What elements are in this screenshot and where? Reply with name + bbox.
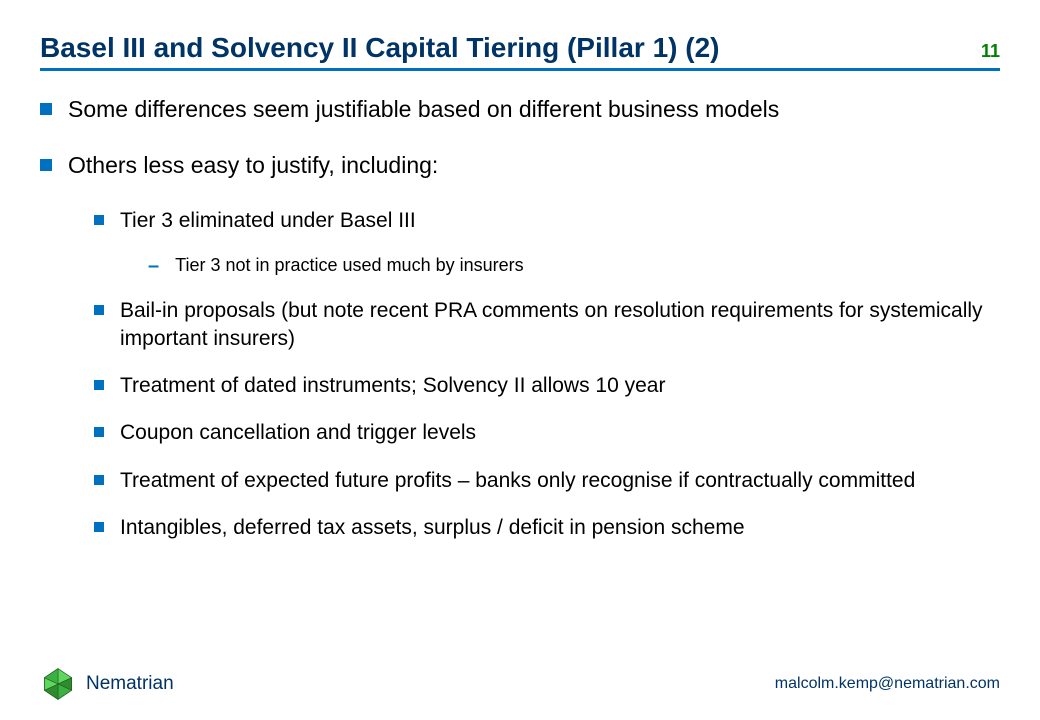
dash-bullet-icon: – <box>148 256 159 276</box>
bullet-text: Intangibles, deferred tax assets, surplu… <box>120 514 745 541</box>
square-bullet-icon <box>40 159 52 171</box>
square-bullet-icon <box>94 475 104 485</box>
bullet-level2: Treatment of expected future profits – b… <box>94 467 1000 494</box>
square-bullet-icon <box>94 305 104 315</box>
slide-footer: Nematrian malcolm.kemp@nematrian.com <box>40 666 1000 702</box>
footer-email: malcolm.kemp@nematrian.com <box>775 675 1000 693</box>
bullet-text: Some differences seem justifiable based … <box>68 95 779 125</box>
slide-container: Basel III and Solvency II Capital Tierin… <box>0 0 1040 720</box>
square-bullet-icon <box>94 380 104 390</box>
bullet-level3: – Tier 3 not in practice used much by in… <box>148 254 1000 277</box>
bullet-level2: Coupon cancellation and trigger levels <box>94 419 1000 446</box>
bullet-level2: Intangibles, deferred tax assets, surplu… <box>94 514 1000 541</box>
title-underline <box>40 68 1000 71</box>
bullet-level1: Some differences seem justifiable based … <box>40 95 1000 125</box>
square-bullet-icon <box>40 103 52 115</box>
bullet-text: Treatment of expected future profits – b… <box>120 467 915 494</box>
nematrian-logo-icon <box>40 666 76 702</box>
square-bullet-icon <box>94 522 104 532</box>
footer-left: Nematrian <box>40 666 174 702</box>
bullet-text: Bail-in proposals (but note recent PRA c… <box>120 297 1000 352</box>
bullet-level2: Treatment of dated instruments; Solvency… <box>94 372 1000 399</box>
bullet-level2: Bail-in proposals (but note recent PRA c… <box>94 297 1000 352</box>
bullet-text: Tier 3 eliminated under Basel III <box>120 207 416 234</box>
header-row: Basel III and Solvency II Capital Tierin… <box>40 32 1000 64</box>
bullet-text: Others less easy to justify, including: <box>68 151 438 181</box>
square-bullet-icon <box>94 427 104 437</box>
bullet-text: Tier 3 not in practice used much by insu… <box>175 254 524 277</box>
bullet-text: Treatment of dated instruments; Solvency… <box>120 372 665 399</box>
bullet-level2: Tier 3 eliminated under Basel III <box>94 207 1000 234</box>
square-bullet-icon <box>94 215 104 225</box>
brand-name: Nematrian <box>86 673 174 695</box>
slide-content: Some differences seem justifiable based … <box>40 95 1000 541</box>
bullet-text: Coupon cancellation and trigger levels <box>120 419 476 446</box>
page-number: 11 <box>981 41 1000 62</box>
slide-title: Basel III and Solvency II Capital Tierin… <box>40 32 719 64</box>
bullet-level1: Others less easy to justify, including: <box>40 151 1000 181</box>
